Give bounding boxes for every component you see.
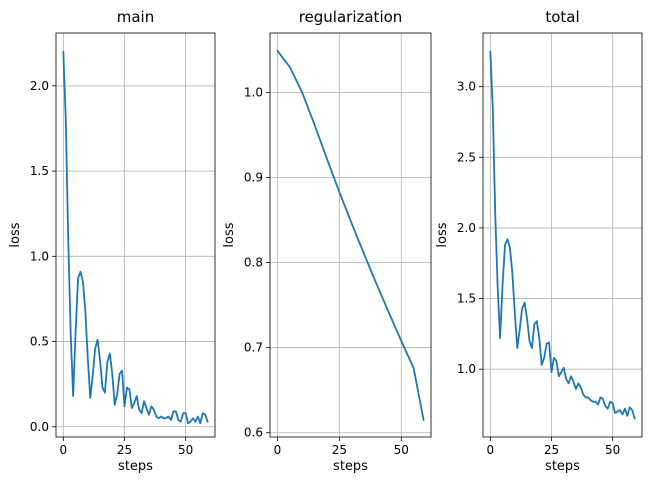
y-axis-label: loss bbox=[222, 222, 237, 247]
y-axis-label: loss bbox=[435, 222, 450, 247]
y-tick-label: 0.6 bbox=[244, 426, 263, 440]
x-axis-label: steps bbox=[333, 459, 368, 474]
y-tick-label: 1.0 bbox=[244, 86, 263, 100]
series-line bbox=[62, 50, 209, 425]
y-tick-label: 1.5 bbox=[30, 164, 49, 178]
y-tick-label: 2.0 bbox=[30, 79, 49, 93]
x-axis-label: steps bbox=[118, 459, 153, 474]
x-tick-label: 25 bbox=[332, 443, 347, 457]
series-line bbox=[489, 50, 636, 420]
chart-panel-2: 0 25 50 1.0 1.5 2.0 2.5 3.0 total steps loss bbox=[435, 8, 643, 474]
y-tick-label: 0.8 bbox=[244, 256, 263, 270]
y-tick-label: 0.9 bbox=[244, 171, 263, 185]
chart-title: main bbox=[117, 8, 154, 26]
x-tick-label: 25 bbox=[117, 443, 132, 457]
y-tick-label: 2.0 bbox=[457, 221, 476, 235]
series-line bbox=[276, 49, 425, 421]
y-tick-label: 0.5 bbox=[30, 335, 49, 349]
x-axis-label: steps bbox=[545, 459, 580, 474]
x-tick-label: 50 bbox=[605, 443, 620, 457]
chart-panel-0: 0 25 50 0.0 0.5 1.0 1.5 2.0 main steps loss bbox=[8, 8, 216, 474]
x-tick-label: 0 bbox=[487, 443, 495, 457]
plot-frame bbox=[269, 32, 432, 438]
y-tick-label: 0.0 bbox=[30, 420, 49, 434]
chart-title: regularization bbox=[299, 8, 403, 26]
y-tick-label: 1.0 bbox=[30, 249, 49, 263]
chart-panel-1: 0 25 50 0.6 0.7 0.8 0.9 1.0 regularization steps l… bbox=[222, 8, 432, 474]
y-tick-label: 1.0 bbox=[457, 362, 476, 376]
x-tick-label: 0 bbox=[274, 443, 282, 457]
y-tick-label: 3.0 bbox=[457, 80, 476, 94]
y-tick-label: 1.5 bbox=[457, 292, 476, 306]
y-axis-label: loss bbox=[8, 222, 23, 247]
plot-frame bbox=[482, 32, 643, 438]
x-tick-label: 0 bbox=[60, 443, 68, 457]
x-tick-label: 50 bbox=[178, 443, 193, 457]
chart-title: total bbox=[545, 8, 579, 26]
plot-frame bbox=[55, 32, 216, 438]
x-tick-label: 25 bbox=[544, 443, 559, 457]
y-tick-label: 0.7 bbox=[244, 341, 263, 355]
x-tick-label: 50 bbox=[394, 443, 409, 457]
y-tick-label: 2.5 bbox=[457, 150, 476, 164]
